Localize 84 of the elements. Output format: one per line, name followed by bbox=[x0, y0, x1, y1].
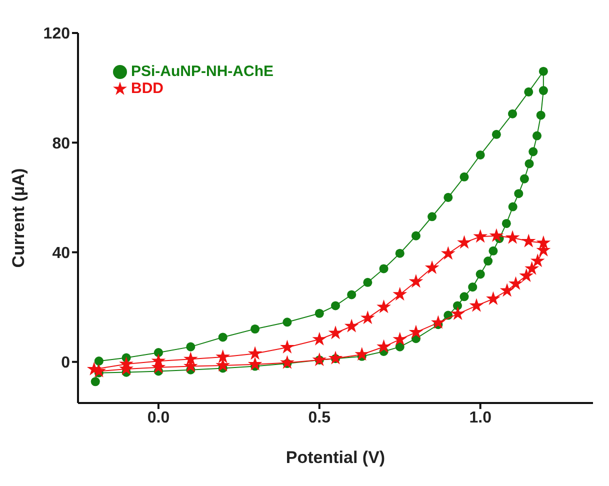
point bbox=[282, 318, 292, 327]
point bbox=[248, 356, 262, 370]
point bbox=[395, 248, 404, 258]
point bbox=[314, 308, 324, 318]
point bbox=[408, 324, 424, 338]
point bbox=[508, 109, 518, 118]
y-axis-title: Current (µA) bbox=[9, 168, 28, 268]
point bbox=[248, 346, 262, 360]
x-tick-label: 1.0 bbox=[469, 409, 492, 426]
y-tick-label: 120 bbox=[43, 26, 70, 43]
point bbox=[484, 256, 493, 266]
point bbox=[524, 87, 534, 96]
point bbox=[250, 324, 260, 334]
point bbox=[473, 229, 488, 243]
point bbox=[216, 349, 230, 364]
point bbox=[430, 315, 446, 329]
point bbox=[528, 147, 538, 156]
point bbox=[392, 332, 408, 346]
point bbox=[450, 306, 465, 320]
point bbox=[312, 332, 327, 346]
point bbox=[354, 346, 370, 361]
y-tick-label: 0 bbox=[61, 354, 70, 372]
point bbox=[280, 355, 294, 369]
point bbox=[392, 286, 408, 301]
point bbox=[536, 110, 546, 120]
x-tick-label: 0.5 bbox=[308, 409, 331, 426]
point bbox=[312, 352, 327, 366]
point bbox=[379, 264, 388, 274]
point bbox=[328, 326, 343, 340]
point bbox=[90, 377, 100, 386]
legend-label: PSi-AuNP-NH-AChE bbox=[131, 63, 274, 80]
point bbox=[469, 298, 484, 312]
point bbox=[411, 231, 420, 240]
point bbox=[154, 348, 163, 358]
point bbox=[538, 86, 548, 96]
point bbox=[452, 301, 462, 310]
x-axis-title: Potential (V) bbox=[286, 448, 386, 467]
point bbox=[502, 218, 511, 228]
point bbox=[280, 340, 294, 354]
point bbox=[476, 270, 485, 279]
point bbox=[500, 283, 514, 297]
point bbox=[524, 261, 540, 275]
point bbox=[376, 339, 391, 353]
point bbox=[532, 131, 542, 140]
point bbox=[330, 301, 340, 310]
y-tick-label: 40 bbox=[52, 244, 70, 262]
point bbox=[94, 356, 104, 366]
point bbox=[460, 292, 469, 302]
point bbox=[476, 150, 485, 160]
point bbox=[360, 310, 375, 324]
point bbox=[489, 228, 504, 242]
point bbox=[519, 268, 534, 282]
point bbox=[186, 342, 196, 352]
point bbox=[492, 130, 501, 139]
point bbox=[520, 174, 529, 184]
legend-label: BDD bbox=[131, 80, 164, 97]
point bbox=[508, 202, 518, 212]
point bbox=[428, 212, 437, 222]
point bbox=[216, 358, 230, 372]
point bbox=[328, 350, 343, 364]
point bbox=[514, 189, 524, 198]
point bbox=[344, 318, 359, 332]
x-tick-label: 0.0 bbox=[147, 409, 170, 426]
point bbox=[508, 276, 523, 290]
point bbox=[363, 278, 372, 287]
y-tick-label: 80 bbox=[52, 135, 70, 152]
point bbox=[488, 246, 498, 256]
point bbox=[538, 66, 548, 76]
point bbox=[486, 291, 500, 305]
point bbox=[536, 235, 551, 250]
point bbox=[530, 253, 545, 268]
point bbox=[408, 274, 424, 288]
point bbox=[521, 234, 536, 248]
point bbox=[524, 159, 534, 168]
point bbox=[505, 230, 520, 244]
point bbox=[457, 235, 472, 249]
point bbox=[460, 172, 469, 182]
point bbox=[468, 282, 478, 292]
point bbox=[424, 260, 440, 274]
point bbox=[218, 332, 228, 342]
point bbox=[440, 246, 456, 260]
point bbox=[444, 192, 453, 202]
point bbox=[347, 290, 356, 300]
point bbox=[376, 300, 391, 314]
